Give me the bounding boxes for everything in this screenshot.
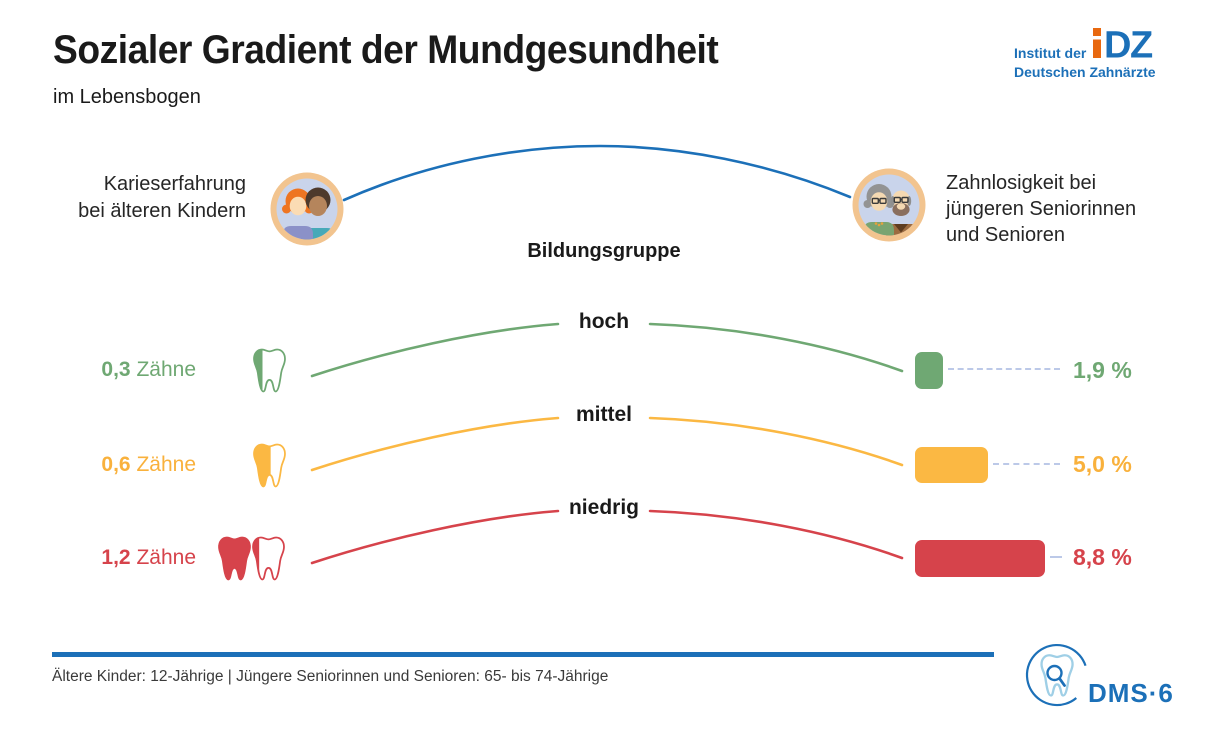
leader-line-hoch (948, 368, 1060, 370)
tooth-icon-niedrig-partial (252, 536, 285, 581)
percent-label-niedrig: 8,8 % (1073, 544, 1132, 570)
level-label-niedrig: niedrig (568, 496, 639, 519)
teeth-value-mittel: 0,6 Zähne (101, 453, 196, 476)
tooth-icon-niedrig-full (218, 536, 251, 581)
arc-hoch-left (310, 322, 560, 378)
dms6-label: DMS·6 (1088, 678, 1174, 708)
bar-hoch (915, 352, 943, 389)
level-label-hoch: hoch (578, 310, 630, 333)
left-endpoint-label: Karieserfahrung bei älteren Kindern (78, 173, 246, 222)
arc-niedrig-right (648, 509, 904, 560)
leader-line-mittel (993, 463, 1060, 465)
idz-org-name: Institut der Deutschen Zahnärzte (1014, 44, 1156, 82)
idz-i-dot (1093, 28, 1101, 36)
percent-label-mittel: 5,0 % (1073, 451, 1132, 477)
page-subtitle: im Lebensbogen (53, 86, 201, 108)
arc-mittel-left (310, 416, 560, 472)
teeth-value-hoch: 0,3 Zähne (101, 358, 196, 381)
arc-niedrig-left (310, 509, 560, 565)
bar-niedrig (915, 540, 1045, 577)
idz-i-stem (1093, 39, 1101, 58)
arc-mittel-right (648, 416, 904, 467)
tooth-icon-hoch (253, 348, 286, 393)
level-label-mittel: mittel (575, 403, 632, 426)
teeth-value-niedrig: 1,2 Zähne (101, 546, 196, 569)
group-axis-label: Bildungsgruppe (527, 240, 681, 262)
idz-logo: DZ (1093, 28, 1169, 60)
leader-line-niedrig (1050, 556, 1062, 558)
idz-org-line1: Institut der (1014, 45, 1087, 61)
seniors-avatar-icon (852, 168, 926, 242)
tooth-icon-mittel (253, 443, 286, 488)
dms6-logo-icon (1024, 642, 1090, 708)
percent-label-hoch: 1,9 % (1073, 357, 1132, 383)
connector-arc (342, 144, 852, 202)
page-title: Sozialer Gradient der Mundgesundheit (53, 28, 719, 72)
arc-hoch-right (648, 322, 904, 373)
footer-note: Ältere Kinder: 12-Jährige | Jüngere Seni… (52, 668, 609, 685)
idz-dz-letters: DZ (1104, 28, 1153, 60)
bar-mittel (915, 447, 988, 483)
right-endpoint-label: Zahnlosigkeit bei jüngeren Seniorinnen u… (946, 172, 1137, 246)
children-avatar-icon (270, 172, 344, 246)
footer-divider (52, 652, 994, 657)
idz-org-line2: Deutschen Zahnärzte (1014, 64, 1156, 80)
